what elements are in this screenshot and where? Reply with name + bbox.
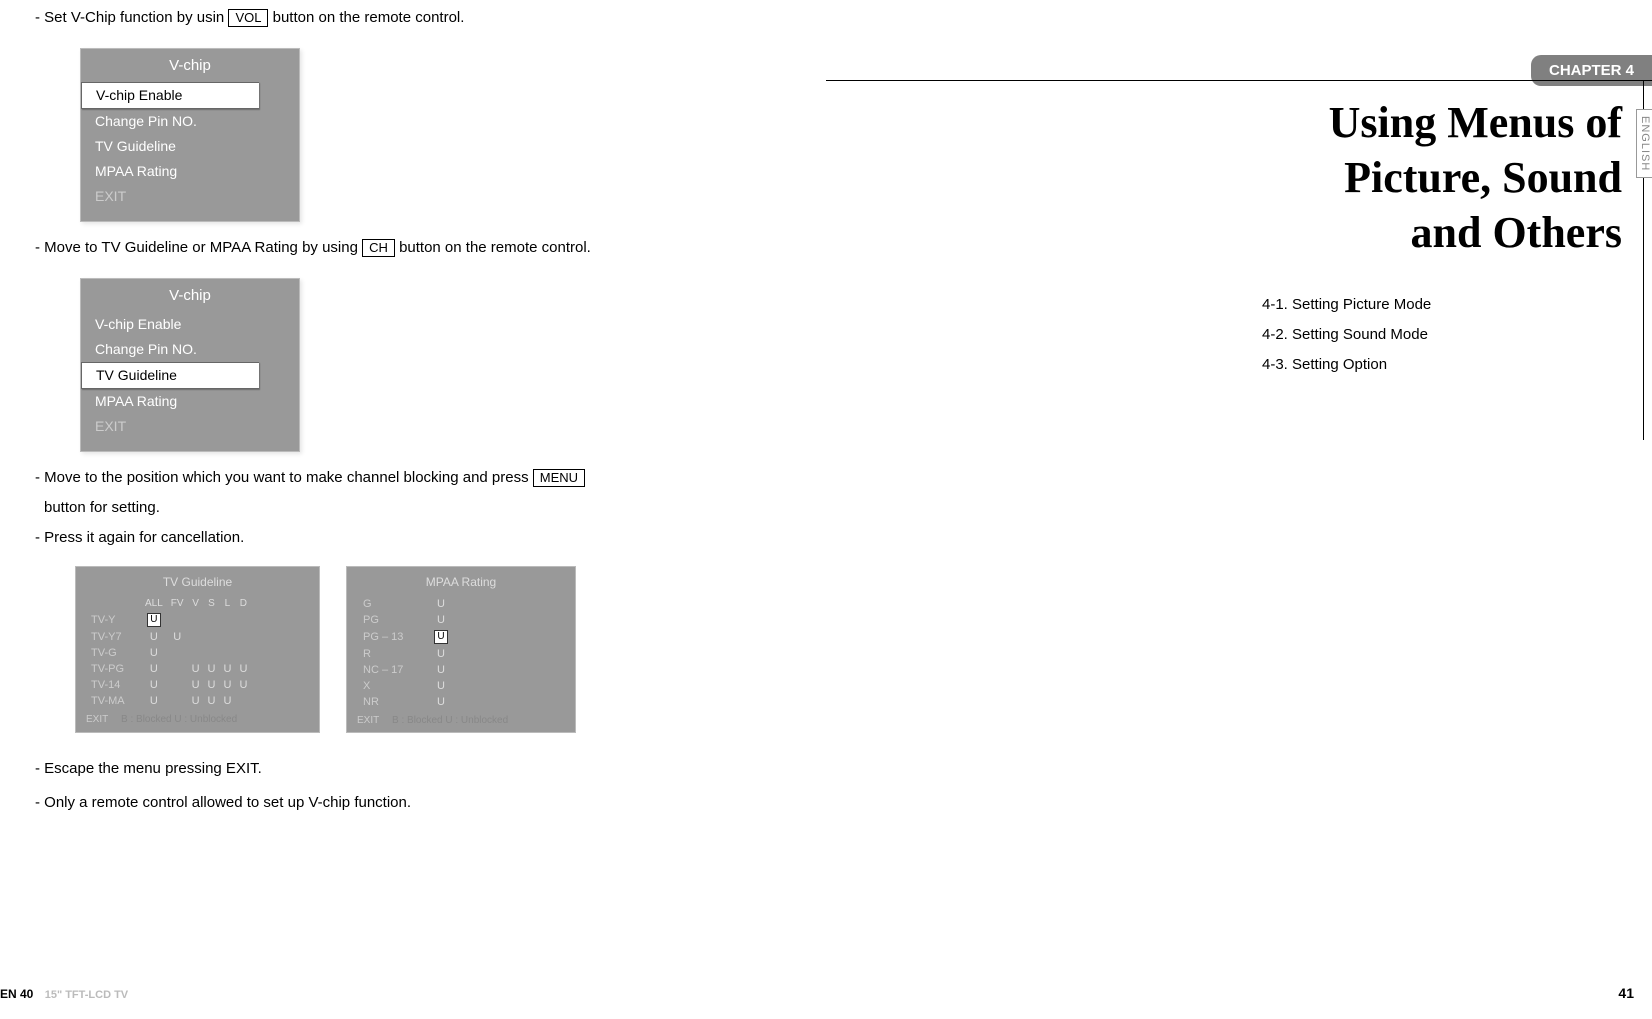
menu-item: TV Guideline xyxy=(81,362,259,389)
table-row: GU xyxy=(359,597,471,611)
rating-grids: TV Guideline ALLFVVSLDTV-YUTV-Y7UUTV-GUT… xyxy=(75,566,781,733)
chapter-toc: 4-1. Setting Picture Mode 4-2. Setting S… xyxy=(1262,290,1502,380)
toc-item: 4-1. Setting Picture Mode xyxy=(1262,290,1502,320)
text: - Move to TV Guideline or MPAA Rating by… xyxy=(35,239,362,256)
instruction-3b: button for setting. xyxy=(44,496,781,520)
right-page: CHAPTER 4 ENGLISH Using Menus of Picture… xyxy=(826,0,1652,1019)
table-row: TV-YU xyxy=(88,612,250,628)
panel-title: TV Guideline xyxy=(86,575,309,589)
text: - Set V-Chip function by usin xyxy=(35,9,228,26)
table-row: PGU xyxy=(359,613,471,627)
menu-title: V-chip xyxy=(81,287,299,304)
table-row: NC – 17U xyxy=(359,663,471,677)
instruction-6: - Only a remote control allowed to set u… xyxy=(35,791,781,815)
panel-footer: EXIT B : Blocked U : Unblocked xyxy=(86,710,309,725)
menu-item-exit: EXIT xyxy=(81,414,299,439)
toc-item: 4-2. Setting Sound Mode xyxy=(1262,320,1502,350)
vol-button-ref: VOL xyxy=(228,9,268,27)
page-number-right: 41 xyxy=(1618,985,1634,1001)
vchip-menu-1: V-chip V-chip Enable Change Pin NO. TV G… xyxy=(80,48,300,222)
legend: B : Blocked U : Unblocked xyxy=(121,714,237,725)
title-line: and Others xyxy=(1329,205,1622,260)
tv-guideline-panel: TV Guideline ALLFVVSLDTV-YUTV-Y7UUTV-GUT… xyxy=(75,566,320,733)
table-row: XU xyxy=(359,679,471,693)
menu-item: Change Pin NO. xyxy=(81,109,299,134)
menu-item: V-chip Enable xyxy=(81,312,299,337)
instruction-5: - Escape the menu pressing EXIT. xyxy=(35,757,781,781)
instruction-4: - Press it again for cancellation. xyxy=(35,526,781,550)
toc-item: 4-3. Setting Option xyxy=(1262,350,1502,380)
mpaa-table: GU PGU PG – 13U RU NC – 17U XU NRU xyxy=(357,595,473,711)
menu-item-exit: EXIT xyxy=(81,184,299,209)
table-row: TV-Y7UU xyxy=(88,630,250,644)
footer-left: EN 40 15" TFT-LCD TV xyxy=(0,987,128,1001)
menu-title: V-chip xyxy=(81,57,299,74)
panel-title: MPAA Rating xyxy=(357,575,565,589)
page-number-left: EN 40 xyxy=(0,987,33,1001)
table-row: TV-MAUUUU xyxy=(88,694,250,708)
model-label: 15" TFT-LCD TV xyxy=(45,989,128,1001)
vchip-menu-2: V-chip V-chip Enable Change Pin NO. TV G… xyxy=(80,278,300,452)
table-row: TV-PGUUUUU xyxy=(88,662,250,676)
menu-item: MPAA Rating xyxy=(81,159,299,184)
table-row: TV-GU xyxy=(88,646,250,660)
legend: B : Blocked U : Unblocked xyxy=(392,715,508,726)
menu-item: V-chip Enable xyxy=(81,82,259,109)
left-page: - Set V-Chip function by usin VOL button… xyxy=(0,0,826,1019)
title-line: Using Menus of xyxy=(1329,95,1622,150)
instruction-3: - Move to the position which you want to… xyxy=(35,466,781,490)
instruction-2: - Move to TV Guideline or MPAA Rating by… xyxy=(35,236,781,260)
exit-label: EXIT xyxy=(86,714,108,725)
exit-label: EXIT xyxy=(357,715,379,726)
table-row: TV-14UUUUU xyxy=(88,678,250,692)
table-row: RU xyxy=(359,647,471,661)
text: - Move to the position which you want to… xyxy=(35,469,533,486)
chapter-tab: CHAPTER 4 xyxy=(1531,55,1652,86)
text: button on the remote control. xyxy=(273,9,465,26)
table-row: PG – 13U xyxy=(359,629,471,645)
text: button on the remote control. xyxy=(399,239,591,256)
table-row: NRU xyxy=(359,695,471,709)
menu-item: TV Guideline xyxy=(81,134,299,159)
instruction-1: - Set V-Chip function by usin VOL button… xyxy=(35,6,781,30)
menu-item: Change Pin NO. xyxy=(81,337,299,362)
title-line: Picture, Sound xyxy=(1329,150,1622,205)
divider-h xyxy=(826,80,1652,81)
menu-item: MPAA Rating xyxy=(81,389,299,414)
mpaa-panel: MPAA Rating GU PGU PG – 13U RU NC – 17U XU NRU… xyxy=(346,566,576,733)
chapter-title: Using Menus of Picture, Sound and Others xyxy=(1329,95,1622,260)
ch-button-ref: CH xyxy=(362,239,395,257)
tv-guideline-table: ALLFVVSLDTV-YUTV-Y7UUTV-GUTV-PGUUUUUTV-1… xyxy=(86,595,252,710)
menu-button-ref: MENU xyxy=(533,469,585,487)
panel-footer: EXIT B : Blocked U : Unblocked xyxy=(357,711,565,726)
english-side-tab: ENGLISH xyxy=(1636,109,1652,178)
